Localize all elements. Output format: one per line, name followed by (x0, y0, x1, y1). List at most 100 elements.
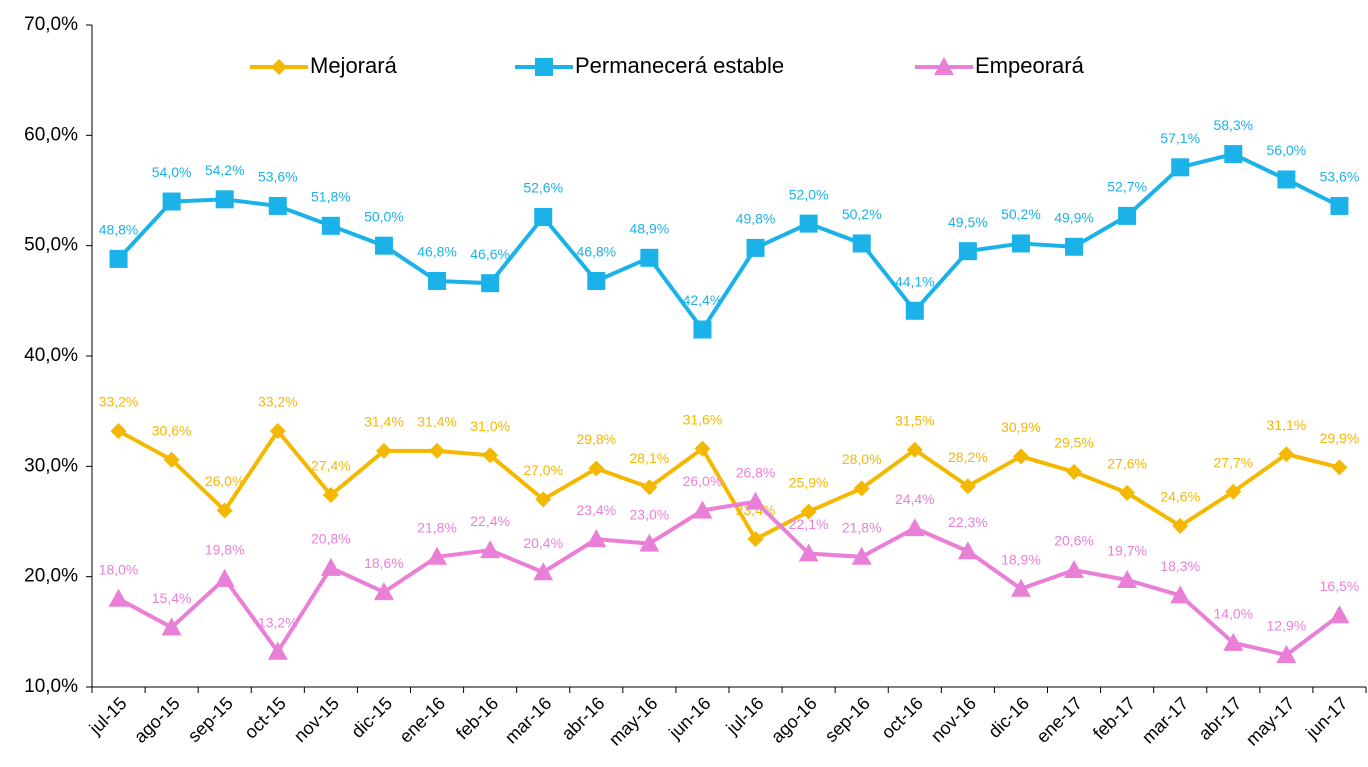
data-label: 27,4% (311, 458, 351, 474)
data-label: 50,2% (1001, 206, 1041, 222)
data-label: 30,9% (1001, 419, 1041, 435)
point (269, 423, 286, 440)
data-label: 27,7% (1213, 454, 1253, 470)
point (1118, 206, 1137, 225)
data-label: 54,2% (205, 162, 245, 178)
point (1171, 158, 1190, 177)
data-label: 29,8% (576, 431, 616, 447)
point (533, 562, 554, 581)
point (535, 491, 552, 508)
legend-label: Permanecerá estable (575, 53, 784, 78)
data-label: 31,4% (364, 414, 404, 430)
x-tick-label: oct-15 (240, 693, 290, 743)
data-label: 26,0% (205, 473, 245, 489)
point (692, 500, 713, 519)
data-label: 27,6% (1107, 456, 1147, 472)
data-label: 21,8% (417, 520, 457, 536)
point (1278, 446, 1295, 463)
x-tick-label: mar-17 (1138, 693, 1192, 747)
point (482, 447, 499, 464)
data-label: 49,5% (948, 214, 988, 230)
data-label: 29,9% (1320, 430, 1360, 446)
point (161, 617, 182, 636)
data-label: 58,3% (1213, 117, 1253, 133)
point (745, 491, 766, 510)
data-label: 23,4% (576, 502, 616, 518)
data-label: 49,9% (1054, 209, 1094, 225)
data-label: 50,2% (842, 206, 882, 222)
x-tick-label: ago-15 (130, 693, 184, 747)
x-tick-label: jun-17 (1301, 693, 1351, 743)
data-label: 31,0% (470, 418, 510, 434)
point (1010, 578, 1031, 597)
x-tick-label: ago-16 (767, 693, 821, 747)
data-label: 46,6% (470, 246, 510, 262)
point (1277, 170, 1296, 189)
x-tick-label: sep-16 (821, 693, 874, 746)
x-tick-label: nov-15 (290, 693, 343, 746)
x-tick-label: oct-16 (877, 693, 927, 743)
x-tick-label: ene-16 (395, 693, 449, 747)
point (108, 588, 129, 607)
point (1225, 483, 1242, 500)
data-label: 24,6% (1160, 489, 1200, 505)
point (1172, 517, 1189, 534)
data-label: 49,8% (736, 211, 776, 227)
data-label: 31,6% (683, 411, 723, 427)
y-tick-label: 20,0% (24, 566, 78, 587)
point (1329, 605, 1350, 624)
x-tick-label: sep-15 (184, 693, 237, 746)
x-tick-label: dic-15 (347, 693, 396, 742)
y-tick-label: 60,0% (24, 124, 78, 145)
data-label: 42,4% (683, 292, 723, 308)
data-label: 26,8% (736, 464, 776, 480)
data-label: 23,0% (630, 506, 670, 522)
y-tick-label: 10,0% (24, 676, 78, 697)
point (747, 531, 764, 548)
point (1330, 196, 1349, 215)
x-tick-label: nov-16 (927, 693, 980, 746)
point (694, 440, 711, 457)
data-label: 29,5% (1054, 435, 1094, 451)
point (375, 442, 392, 459)
point (480, 540, 501, 559)
data-label: 31,4% (417, 414, 457, 430)
data-label: 26,0% (683, 473, 723, 489)
y-tick-label: 70,0% (24, 14, 78, 35)
point (322, 487, 339, 504)
point (852, 234, 871, 253)
x-tick-label: mar-16 (501, 693, 555, 747)
point (853, 480, 870, 497)
point (800, 503, 817, 520)
y-tick-label: 40,0% (24, 345, 78, 366)
point (1066, 463, 1083, 480)
point (798, 543, 819, 562)
data-label: 18,6% (364, 555, 404, 571)
x-tick-label: ene-17 (1032, 693, 1086, 747)
x-tick-label: jul-15 (85, 693, 131, 739)
data-label: 48,8% (99, 222, 139, 238)
point (1170, 585, 1191, 604)
point (1012, 448, 1029, 465)
point (906, 441, 923, 458)
point (481, 274, 500, 293)
legend-marker (934, 57, 954, 75)
x-tick-label: jul-16 (722, 693, 768, 739)
data-label: 33,2% (99, 394, 139, 410)
data-label: 22,1% (789, 516, 829, 532)
data-label: 16,5% (1320, 578, 1360, 594)
point (110, 423, 127, 440)
point (1119, 484, 1136, 501)
point (799, 214, 818, 233)
point (162, 192, 181, 211)
x-tick-label: feb-17 (1089, 693, 1139, 743)
data-label: 44,1% (895, 273, 935, 289)
y-tick-label: 50,0% (24, 235, 78, 256)
data-label: 28,2% (948, 449, 988, 465)
data-label: 28,1% (630, 450, 670, 466)
point (428, 271, 447, 290)
point (215, 190, 234, 209)
data-label: 33,2% (258, 394, 298, 410)
x-tick-label: may-16 (605, 693, 662, 750)
data-label: 46,8% (576, 244, 616, 260)
